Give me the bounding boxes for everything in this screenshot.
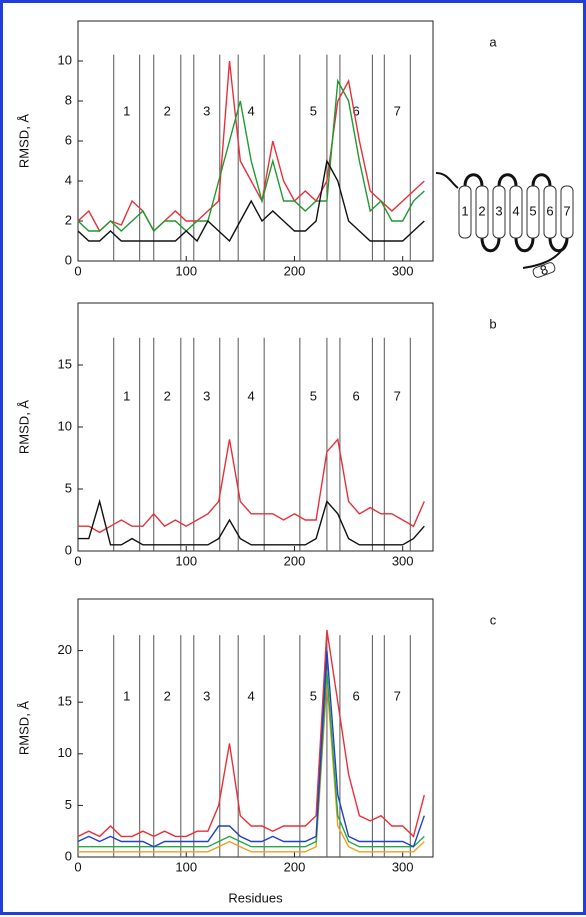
helix-number: 2 [478, 203, 485, 218]
y-tick-label: 15 [58, 694, 72, 709]
y-tick-label: 2 [65, 212, 72, 227]
loop [514, 237, 535, 253]
series-line [78, 498, 425, 546]
c-tail [522, 237, 568, 269]
plot-frame [77, 20, 434, 262]
helix-label: 5 [310, 389, 317, 404]
series-line [77, 629, 425, 838]
helix-label: 6 [353, 389, 360, 404]
receptor-diagram: 1 2 3 4 5 6 7 8 [435, 172, 574, 279]
series-line [78, 681, 425, 853]
y-tick-label: 20 [58, 642, 72, 657]
x-tick-label: 200 [284, 553, 306, 568]
helix-number: 5 [529, 203, 536, 218]
x-axis-label: Residues [228, 890, 283, 905]
series-line [77, 650, 425, 848]
x-tick-label: 0 [74, 263, 81, 278]
x-tick-label: 300 [392, 553, 414, 568]
helix-label: 2 [164, 688, 171, 703]
helix-label: 7 [394, 389, 401, 404]
helix-label: 3 [203, 104, 210, 119]
helix-label: 7 [394, 104, 401, 119]
y-tick-label: 6 [65, 132, 72, 147]
panel-label: a [489, 34, 497, 49]
helix-cylinder [543, 185, 557, 239]
helix-label: 3 [203, 688, 210, 703]
helix-cylinder [492, 185, 506, 239]
panel-label: b [489, 316, 496, 331]
panel-label: c [490, 612, 497, 627]
x-tick-label: 300 [392, 859, 414, 874]
y-axis-label: RMSD, Å [16, 114, 31, 169]
series-line [78, 671, 425, 848]
y-tick-label: 10 [58, 418, 72, 433]
y-tick-label: 8 [65, 92, 72, 107]
helix-label: 4 [248, 389, 255, 404]
loop [480, 237, 501, 253]
x-tick-label: 100 [175, 263, 197, 278]
helix-label: 6 [353, 104, 360, 119]
helix-label: 3 [203, 389, 210, 404]
y-tick-label: 10 [58, 745, 72, 760]
helix-number: 6 [546, 203, 553, 218]
series-line [77, 60, 425, 233]
helix-label: 2 [164, 389, 171, 404]
helix-cylinder [475, 185, 489, 239]
x-tick-label: 300 [392, 263, 414, 278]
membrane-link [435, 172, 459, 189]
helix-label: 1 [123, 688, 130, 703]
y-tick-label: 0 [65, 848, 72, 863]
x-tick-label: 0 [74, 859, 81, 874]
y-tick-label: 0 [65, 252, 72, 267]
helix-8 [532, 262, 556, 278]
x-tick-label: 100 [175, 553, 197, 568]
helix-label: 2 [164, 104, 171, 119]
y-tick-label: 5 [65, 797, 72, 812]
x-tick-label: 0 [74, 553, 81, 568]
x-tick-label: 100 [175, 859, 197, 874]
plot-frame [77, 598, 434, 858]
helix-label: 7 [394, 688, 401, 703]
helix-number: 3 [495, 203, 502, 218]
x-tick-label: 200 [284, 263, 306, 278]
helix-label: 6 [353, 688, 360, 703]
helix-8-label: 8 [538, 262, 550, 279]
helix-label: 5 [310, 104, 317, 119]
y-tick-label: 10 [58, 52, 72, 67]
helix-label: 1 [123, 104, 130, 119]
y-tick-label: 5 [65, 480, 72, 495]
x-tick-label: 200 [284, 859, 306, 874]
series-line [77, 78, 425, 233]
y-tick-label: 0 [65, 542, 72, 557]
helix-label: 4 [248, 104, 255, 119]
helix-cylinder [526, 185, 540, 239]
series-line [77, 158, 425, 243]
helix-label: 4 [248, 688, 255, 703]
y-tick-label: 4 [65, 172, 72, 187]
loop [463, 173, 484, 187]
loop [531, 173, 552, 187]
helix-label: 5 [310, 688, 317, 703]
helix-number: 7 [563, 203, 570, 218]
helix-number: 1 [461, 203, 468, 218]
helix-number: 4 [512, 203, 519, 218]
helix-cylinder [458, 185, 472, 239]
series-line [78, 437, 425, 534]
y-axis-label: RMSD, Å [16, 400, 31, 455]
y-tick-label: 15 [58, 356, 72, 371]
y-axis-label: RMSD, Å [16, 701, 31, 756]
helix-label: 1 [123, 389, 130, 404]
loop [497, 173, 518, 187]
helix-cylinder [509, 185, 523, 239]
